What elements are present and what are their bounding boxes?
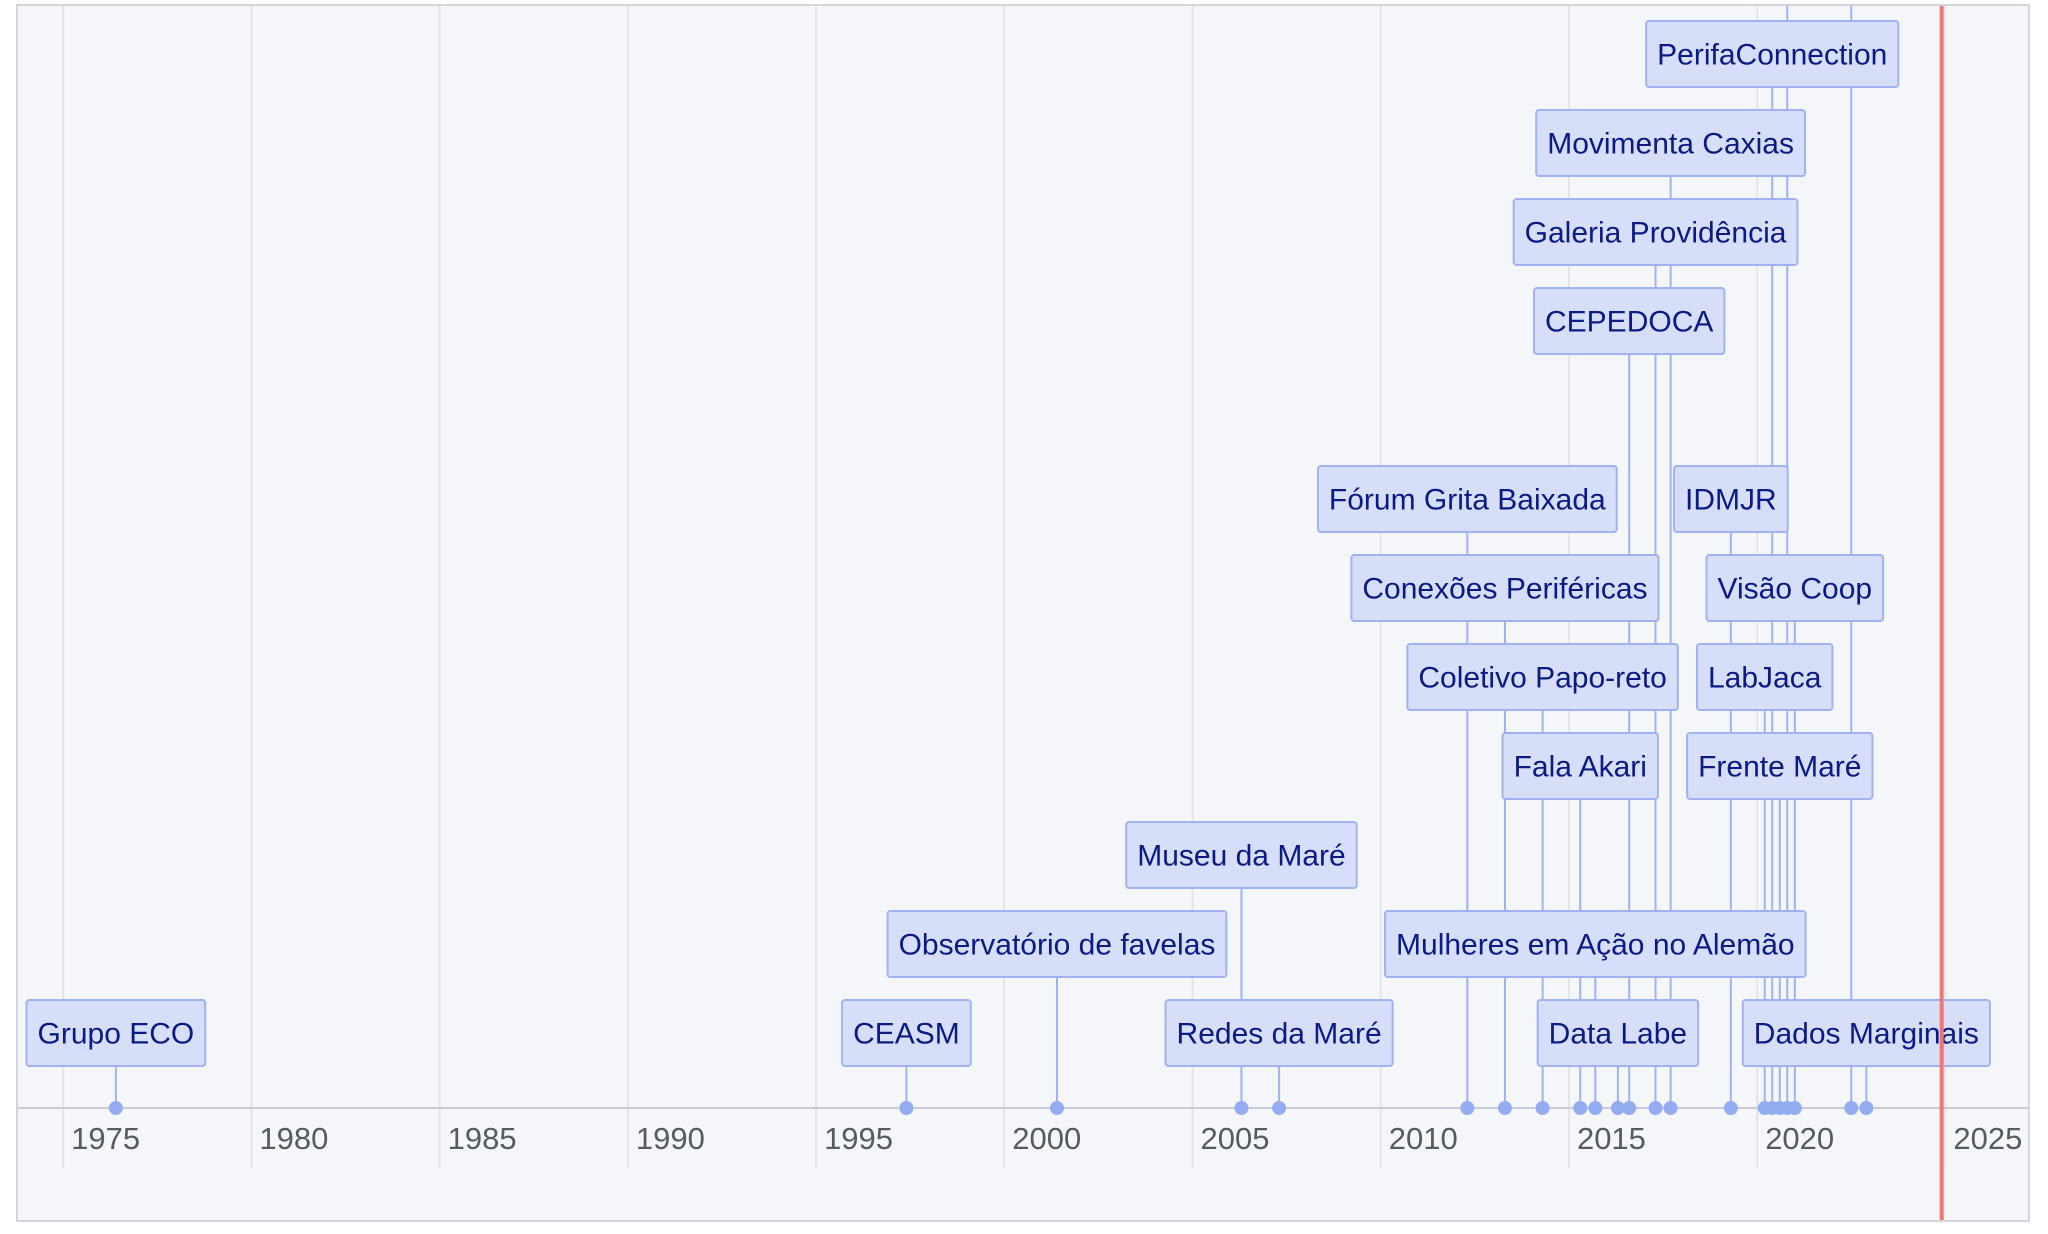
event-dot-idmjr[interactable] xyxy=(1723,1101,1738,1115)
timeline-chart: 1975 1980 1985 1990 1995 2000 2005 2010 2015 2020… xyxy=(16,4,2030,1222)
tick-label-2000: 2000 xyxy=(1012,1121,1081,1156)
event-redes-da-mare[interactable]: Redes da Maré xyxy=(1164,999,1394,1067)
event-label-coletivo-papo-reto[interactable]: Coletivo Papo-reto xyxy=(1418,662,1666,695)
event-label-mulheres-em-acao-no-alemao[interactable]: Mulheres em Ação no Alemão xyxy=(1396,929,1795,962)
event-fala-akari[interactable]: Fala Akari xyxy=(1501,732,1659,800)
event-perifaconnection[interactable]: PerifaConnection xyxy=(1645,20,1900,88)
tick-label-1980: 1980 xyxy=(259,1121,328,1156)
event-label-labjaca[interactable]: LabJaca xyxy=(1708,662,1822,695)
event-label-data-labe[interactable]: Data Labe xyxy=(1549,1018,1687,1051)
event-dot-galeria-providencia[interactable] xyxy=(1648,1101,1663,1115)
event-label-observatorio-de-favelas[interactable]: Observatório de favelas xyxy=(899,929,1216,962)
event-box-museu-da-mare[interactable] xyxy=(1125,821,1358,889)
event-box-forum-grita-baixada[interactable] xyxy=(1316,465,1618,533)
event-box-coletivo-papo-reto[interactable] xyxy=(1406,643,1679,711)
event-conexoes-perifericas[interactable]: Conexões Periféricas xyxy=(1350,554,1660,622)
event-galeria-providencia[interactable]: Galeria Providência xyxy=(1512,198,1799,266)
event-label-forum-grita-baixada[interactable]: Fórum Grita Baixada xyxy=(1329,484,1606,517)
tick-label-1990: 1990 xyxy=(636,1121,705,1156)
axis-layer: 1975 1980 1985 1990 1995 2000 2005 2010 2015 2020… xyxy=(18,1107,2028,1156)
event-dot-data-labe[interactable] xyxy=(1610,1101,1625,1115)
tick-label-2010: 2010 xyxy=(1389,1121,1458,1156)
event-box-cepedoca[interactable] xyxy=(1533,287,1726,355)
event-frente-mare[interactable]: Frente Maré xyxy=(1686,732,1874,800)
event-museu-da-mare[interactable]: Museu da Maré xyxy=(1125,821,1358,889)
event-box-labjaca[interactable] xyxy=(1696,643,1834,711)
event-label-redes-da-mare[interactable]: Redes da Maré xyxy=(1177,1018,1382,1051)
event-dot-redes-da-mare[interactable] xyxy=(1272,1101,1287,1115)
event-label-idmjr[interactable]: IDMJR xyxy=(1685,484,1777,517)
event-dot-ceasm[interactable] xyxy=(899,1101,914,1115)
event-idmjr[interactable]: IDMJR xyxy=(1673,465,1789,533)
grid-layer xyxy=(62,6,1947,1168)
event-dot-fala-akari[interactable] xyxy=(1573,1101,1588,1115)
event-dot-coletivo-papo-reto[interactable] xyxy=(1535,1101,1550,1115)
event-box-idmjr[interactable] xyxy=(1673,465,1789,533)
tick-label-2020: 2020 xyxy=(1765,1121,1834,1156)
event-dot-conexoes-perifericas[interactable] xyxy=(1497,1101,1512,1115)
event-box-fala-akari[interactable] xyxy=(1501,732,1659,800)
tick-label-2005: 2005 xyxy=(1201,1121,1270,1156)
event-label-visao-coop[interactable]: Visão Coop xyxy=(1718,573,1873,606)
event-label-grupo-eco[interactable]: Grupo ECO xyxy=(38,1018,195,1051)
box-layer: Grupo ECO CEASM Observatório de favelas Mus… xyxy=(25,20,1991,1067)
event-labjaca[interactable]: LabJaca xyxy=(1696,643,1834,711)
event-dot-forum-grita-baixada[interactable] xyxy=(1460,1101,1475,1115)
event-box-data-labe[interactable] xyxy=(1536,999,1700,1067)
event-label-conexoes-perifericas[interactable]: Conexões Periféricas xyxy=(1362,573,1647,606)
event-box-frente-mare[interactable] xyxy=(1686,732,1874,800)
timeline-svg: 1975 1980 1985 1990 1995 2000 2005 2010 2015 2020… xyxy=(18,6,2028,1220)
event-box-grupo-eco[interactable] xyxy=(25,999,207,1067)
event-label-movimenta-caxias[interactable]: Movimenta Caxias xyxy=(1547,128,1794,161)
event-dot-grupo-eco[interactable] xyxy=(108,1101,123,1115)
event-box-perifaconnection[interactable] xyxy=(1645,20,1900,88)
event-label-galeria-providencia[interactable]: Galeria Providência xyxy=(1525,217,1787,250)
tick-label-1985: 1985 xyxy=(448,1121,517,1156)
event-label-fala-akari[interactable]: Fala Akari xyxy=(1514,751,1647,784)
event-dot-visao-coop[interactable] xyxy=(1787,1101,1802,1115)
event-coletivo-papo-reto[interactable]: Coletivo Papo-reto xyxy=(1406,643,1679,711)
event-label-museu-da-mare[interactable]: Museu da Maré xyxy=(1137,840,1345,873)
event-dot-observatorio-de-favelas[interactable] xyxy=(1049,1101,1064,1115)
event-label-cepedoca[interactable]: CEPEDOCA xyxy=(1545,306,1713,339)
event-box-observatorio-de-favelas[interactable] xyxy=(886,910,1228,978)
event-dot-cepedoca[interactable] xyxy=(1622,1101,1637,1115)
event-dot-museu-da-mare[interactable] xyxy=(1234,1101,1249,1115)
event-box-dados-marginais[interactable] xyxy=(1741,999,1991,1067)
event-box-galeria-providencia[interactable] xyxy=(1512,198,1799,266)
event-dot-agenda-realengo-2030[interactable] xyxy=(1844,1101,1859,1115)
event-box-mulheres-em-acao-no-alemao[interactable] xyxy=(1384,910,1807,978)
event-visao-coop[interactable]: Visão Coop xyxy=(1705,554,1885,622)
event-box-movimenta-caxias[interactable] xyxy=(1535,109,1806,177)
event-box-ceasm[interactable] xyxy=(841,999,972,1067)
event-box-conexoes-perifericas[interactable] xyxy=(1350,554,1660,622)
event-label-perifaconnection[interactable]: PerifaConnection xyxy=(1657,39,1887,72)
event-movimenta-caxias[interactable]: Movimenta Caxias xyxy=(1535,109,1806,177)
event-ceasm[interactable]: CEASM xyxy=(841,999,972,1067)
event-dot-dados-marginais[interactable] xyxy=(1859,1101,1874,1115)
event-box-redes-da-mare[interactable] xyxy=(1164,999,1394,1067)
event-grupo-eco[interactable]: Grupo ECO xyxy=(25,999,207,1067)
event-dot-movimenta-caxias[interactable] xyxy=(1663,1101,1678,1115)
dot-layer xyxy=(108,1101,1874,1115)
event-observatorio-de-favelas[interactable]: Observatório de favelas xyxy=(886,910,1228,978)
tick-label-1975: 1975 xyxy=(71,1121,140,1156)
tick-label-2025: 2025 xyxy=(1953,1121,2022,1156)
event-dados-marginais[interactable]: Dados Marginais xyxy=(1741,999,1991,1067)
event-cepedoca[interactable]: CEPEDOCA xyxy=(1533,287,1726,355)
event-data-labe[interactable]: Data Labe xyxy=(1536,999,1700,1067)
event-forum-grita-baixada[interactable]: Fórum Grita Baixada xyxy=(1316,465,1618,533)
tick-label-2015: 2015 xyxy=(1577,1121,1646,1156)
event-label-dados-marginais[interactable]: Dados Marginais xyxy=(1754,1018,1979,1051)
event-label-ceasm[interactable]: CEASM xyxy=(853,1018,960,1051)
event-box-visao-coop[interactable] xyxy=(1705,554,1885,622)
event-mulheres-em-acao-no-alemao[interactable]: Mulheres em Ação no Alemão xyxy=(1384,910,1807,978)
tick-label-1995: 1995 xyxy=(824,1121,893,1156)
event-dot-mulheres-em-acao-no-alemao[interactable] xyxy=(1588,1101,1603,1115)
event-label-frente-mare[interactable]: Frente Maré xyxy=(1698,751,1861,784)
